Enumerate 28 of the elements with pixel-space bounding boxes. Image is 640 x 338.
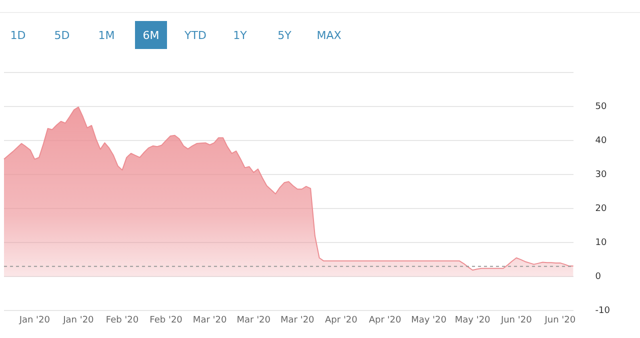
text: MAX (316, 28, 342, 44)
x-tick-label: Jan '20 (62, 315, 94, 326)
x-tick-label: May '20 (454, 315, 491, 326)
y-tick-label: 30 (595, 170, 608, 180)
text: 5D (53, 28, 71, 44)
x-tick-label: Apr '20 (325, 315, 358, 326)
x-tick-label: Jan '20 (18, 315, 50, 326)
x-tick-label: Mar '20 (192, 315, 227, 326)
x-tick-label: Feb '20 (150, 315, 183, 326)
x-tick-label: Jun '20 (500, 315, 532, 326)
text: 5Y (276, 28, 292, 44)
text: 6M (135, 21, 167, 49)
x-tick-label: Jun '20 (544, 315, 576, 326)
x-tick-label: Apr '20 (368, 315, 402, 326)
y-tick-label: 10 (595, 238, 608, 248)
text: 1Y (232, 28, 248, 44)
x-tick-label: Mar '20 (236, 315, 271, 326)
text: YTD (184, 28, 208, 44)
text: 1D (9, 28, 27, 44)
y-tick-label: -10 (595, 306, 610, 316)
y-tick-label: 0 (595, 272, 602, 282)
x-tick-label: Mar '20 (280, 315, 315, 326)
x-tick-label: May '20 (411, 315, 447, 326)
y-tick-label: 20 (595, 204, 608, 214)
y-tick-label: 50 (595, 102, 608, 112)
x-tick-label: Feb '20 (106, 315, 139, 326)
y-tick-label: 40 (595, 136, 608, 146)
text: 1M (97, 28, 116, 44)
